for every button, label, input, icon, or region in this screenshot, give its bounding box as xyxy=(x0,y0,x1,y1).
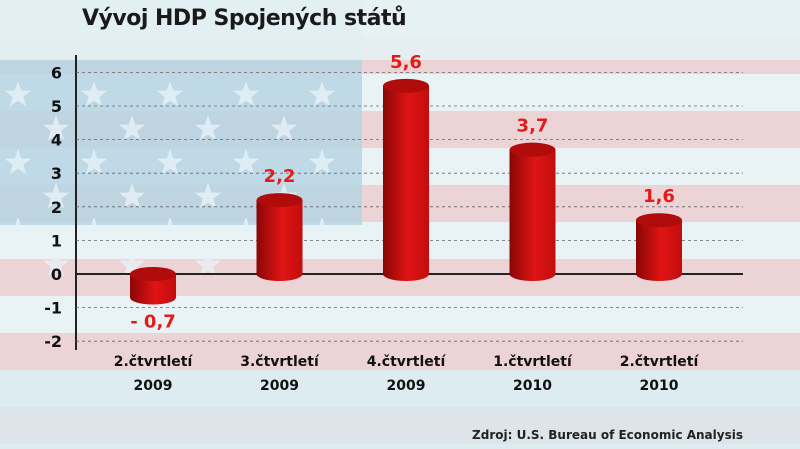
star-icon xyxy=(194,183,222,209)
star-icon xyxy=(308,217,336,243)
bar xyxy=(636,213,682,281)
star-icon xyxy=(118,183,146,209)
x-tick-label: 2009 xyxy=(387,378,426,394)
star-icon xyxy=(42,115,70,141)
star-icon xyxy=(156,217,184,243)
star-icon xyxy=(4,81,32,107)
y-tick-label: -1 xyxy=(44,299,62,318)
y-tick-label: 1 xyxy=(51,231,62,250)
star-icon xyxy=(80,217,108,243)
star-icon xyxy=(232,217,260,243)
star-icon xyxy=(308,149,336,175)
x-tick-label: 2010 xyxy=(513,378,552,394)
y-tick-label: 4 xyxy=(51,131,62,150)
star-icon xyxy=(4,149,32,175)
star-icon xyxy=(80,149,108,175)
star-icon xyxy=(4,217,32,243)
y-tick-label: 0 xyxy=(51,265,62,284)
star-icon xyxy=(194,251,222,277)
bar xyxy=(509,142,556,282)
bar xyxy=(130,267,176,305)
x-tick-label: 3.čtvrtletí xyxy=(240,354,320,370)
data-label: - 0,7 xyxy=(130,312,176,333)
star-icon xyxy=(194,115,222,141)
data-label: 2,2 xyxy=(264,166,296,187)
star-icon xyxy=(42,251,70,277)
star-icon xyxy=(156,81,184,107)
x-tick-label: 1.čtvrtletí xyxy=(493,354,573,370)
data-label: 5,6 xyxy=(390,52,422,73)
y-tick-label: 6 xyxy=(51,63,62,82)
y-tick-label: -2 xyxy=(44,332,62,351)
star-icon xyxy=(118,115,146,141)
chart-title: Vývoj HDP Spojených států xyxy=(82,6,407,31)
star-icon xyxy=(232,81,260,107)
star-icon xyxy=(42,183,70,209)
source-note: Zdroj: U.S. Bureau of Economic Analysis xyxy=(472,428,743,442)
y-tick-label: 5 xyxy=(51,97,62,116)
x-tick-label: 2010 xyxy=(640,378,679,394)
x-tick-label: 2.čtvrtletí xyxy=(114,354,194,370)
star-icon xyxy=(80,81,108,107)
x-tick-label: 2009 xyxy=(134,378,173,394)
x-tick-label: 2.čtvrtletí xyxy=(620,354,700,370)
star-icon xyxy=(232,149,260,175)
y-tick-label: 3 xyxy=(51,164,62,183)
data-label: 3,7 xyxy=(517,116,549,137)
x-tick-label: 2009 xyxy=(260,378,299,394)
x-tick-label: 4.čtvrtletí xyxy=(367,354,447,370)
bar xyxy=(256,193,303,282)
star-icon xyxy=(156,149,184,175)
star-icon xyxy=(270,115,298,141)
star-icon xyxy=(118,251,146,277)
bar xyxy=(383,78,429,281)
y-tick-label: 2 xyxy=(51,198,62,217)
star-icon xyxy=(308,81,336,107)
data-label: 1,6 xyxy=(643,186,675,207)
